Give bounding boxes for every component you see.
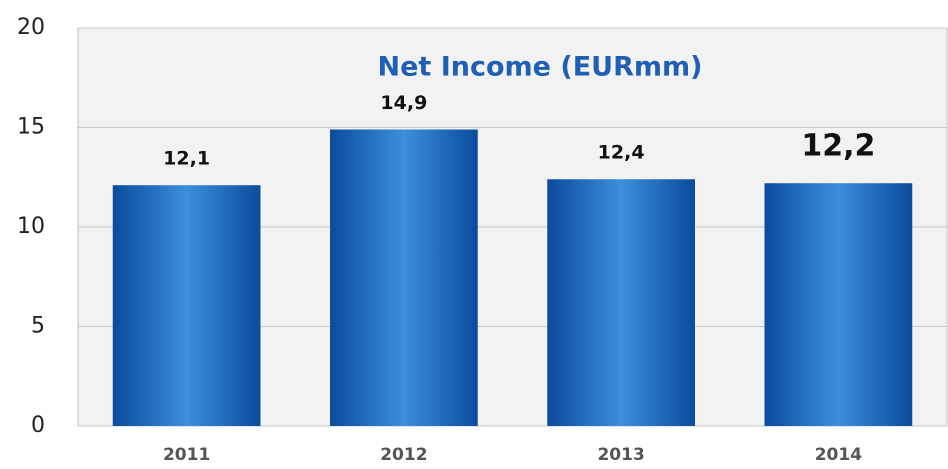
- x-tick-label: 2011: [163, 445, 210, 465]
- value-label: 12,1: [163, 148, 210, 170]
- x-tick-label: 2012: [380, 445, 427, 465]
- y-tick-label: 0: [31, 413, 45, 438]
- value-label: 12,4: [598, 142, 645, 164]
- x-tick-label: 2014: [815, 445, 862, 465]
- y-tick-label: 10: [17, 214, 45, 239]
- bar: [112, 185, 261, 426]
- y-tick-label: 15: [17, 115, 45, 140]
- chart-title: Net Income (EURmm): [378, 52, 703, 83]
- y-tick-label: 5: [31, 314, 45, 339]
- value-label: 14,9: [380, 92, 427, 114]
- bar: [547, 179, 695, 426]
- bar: [764, 183, 913, 426]
- x-tick-label: 2013: [597, 445, 644, 465]
- bar: [330, 129, 478, 427]
- y-tick-label: 20: [17, 15, 45, 40]
- value-label: 12,2: [801, 129, 875, 164]
